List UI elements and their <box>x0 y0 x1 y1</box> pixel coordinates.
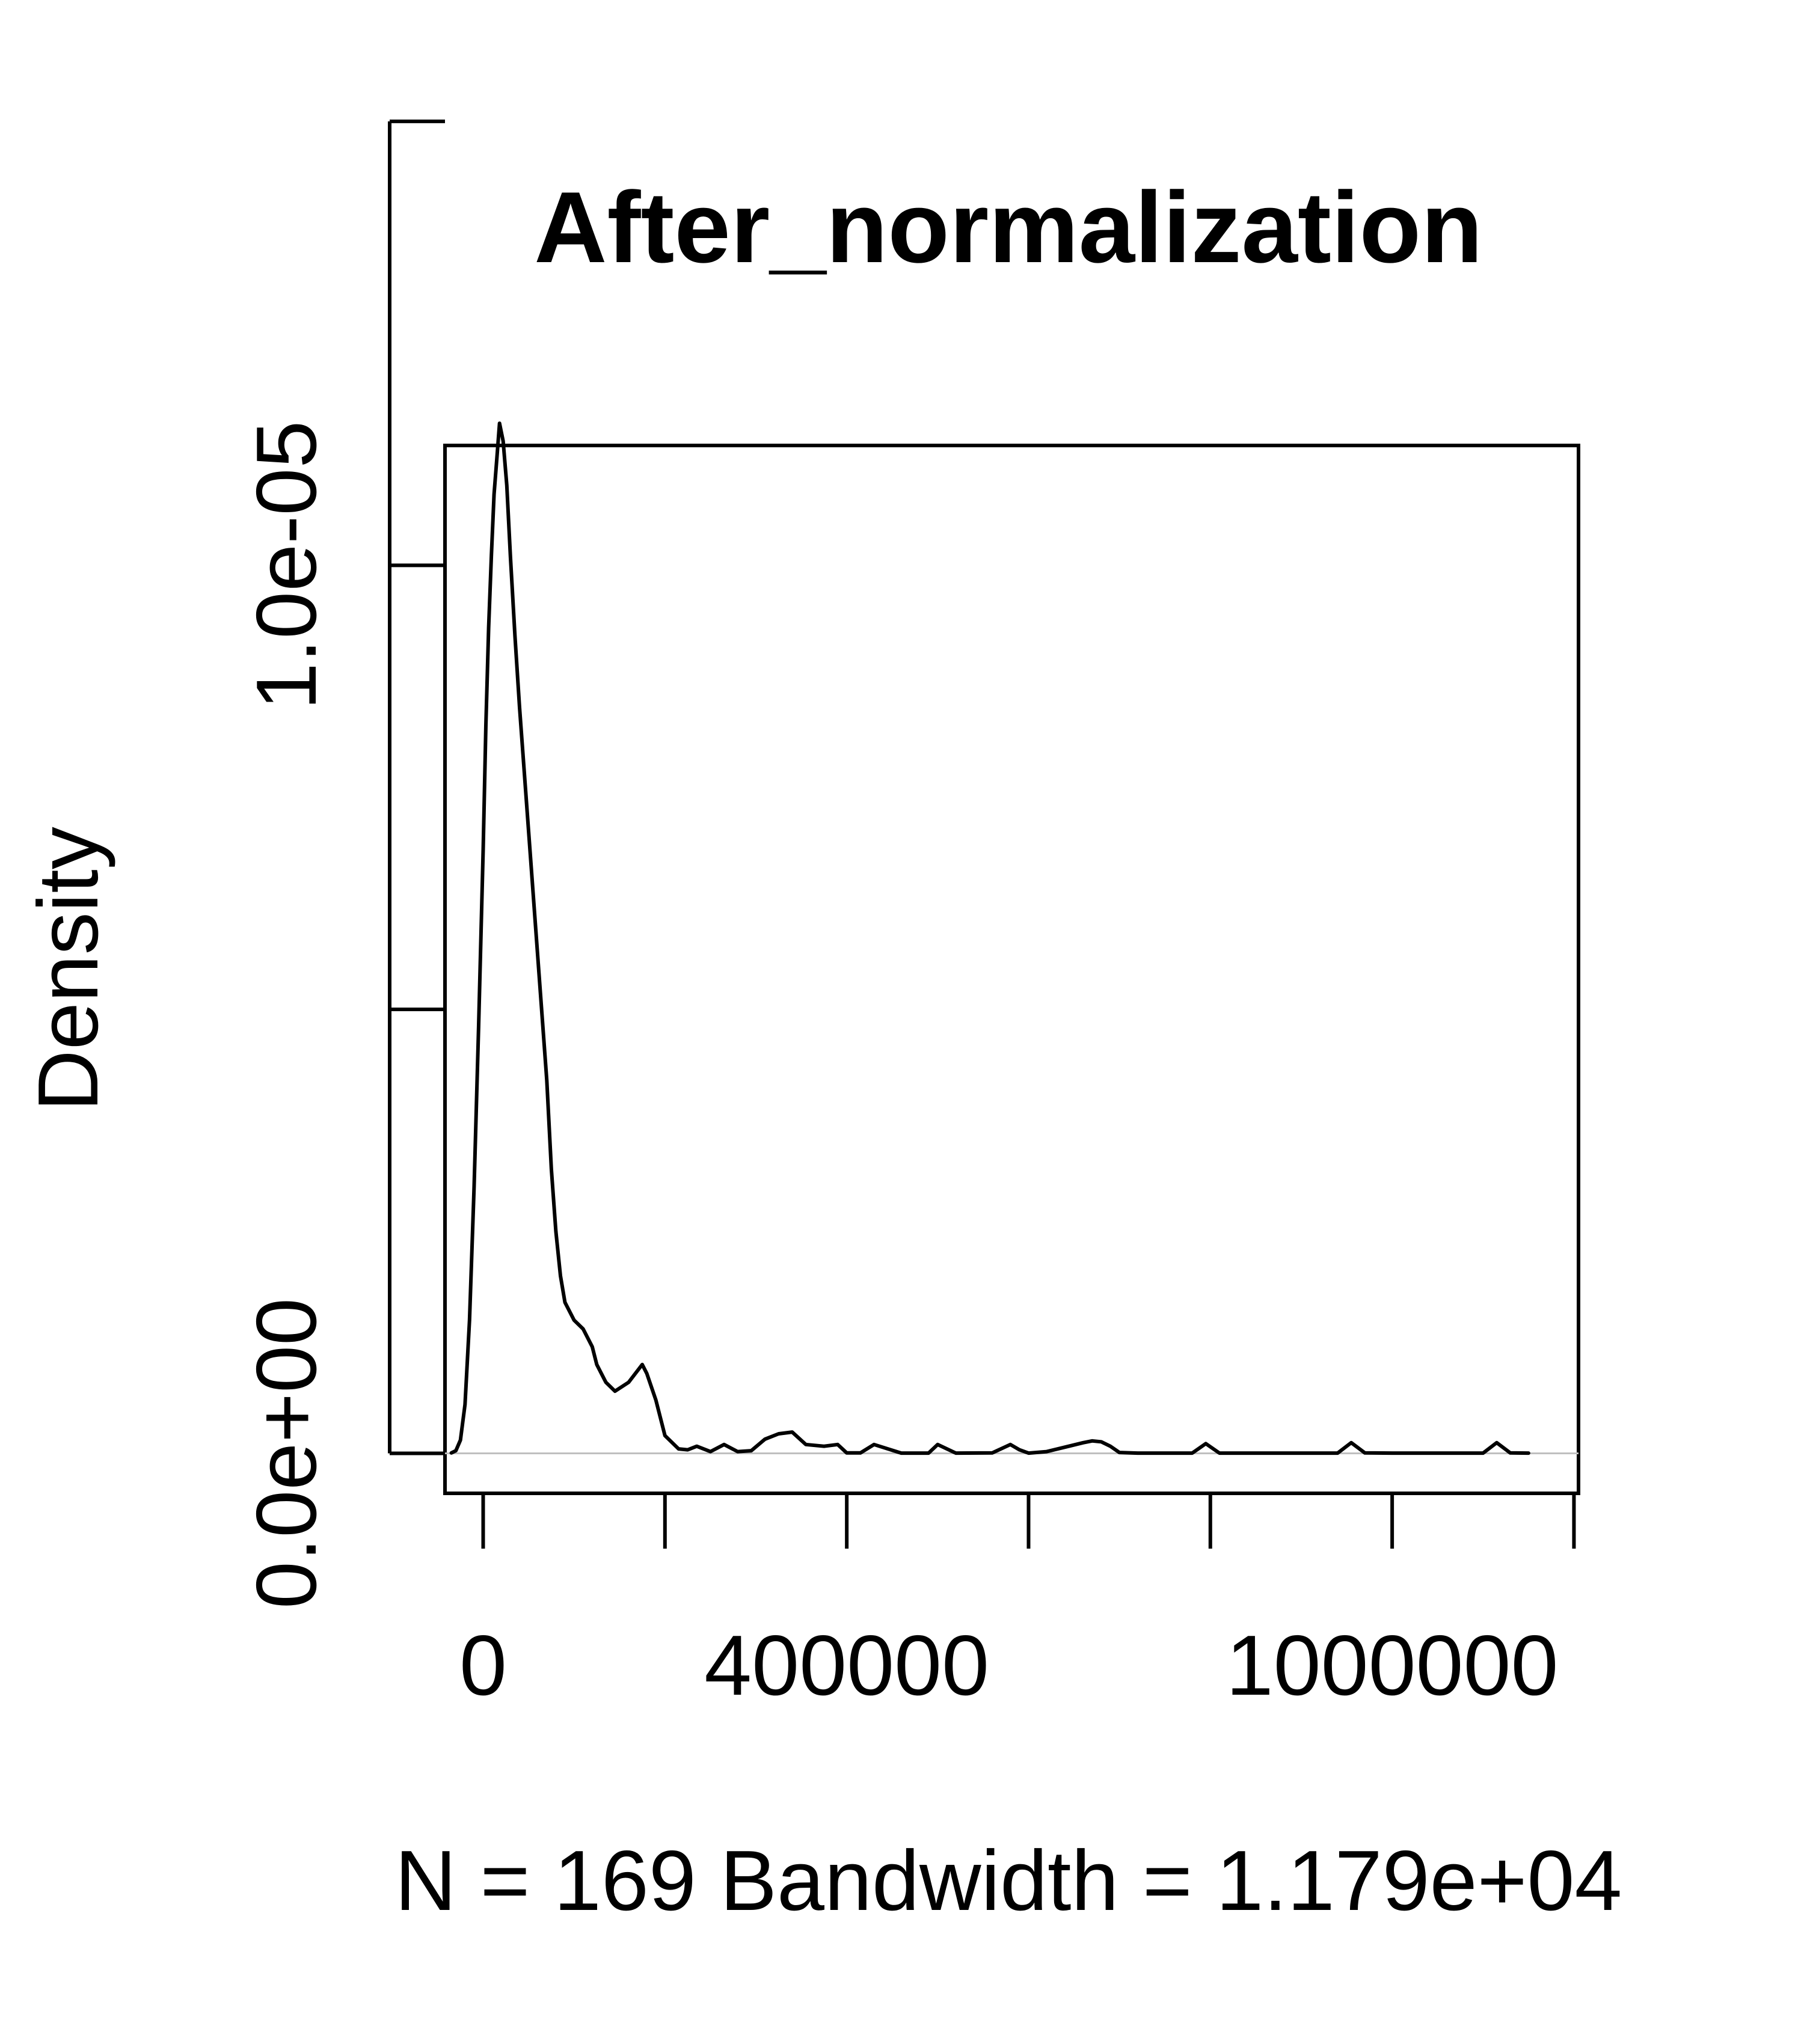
density-curve <box>449 421 1530 1455</box>
x-tick-label: 400000 <box>704 1618 989 1713</box>
y-axis: 0.0e+00 1.0e-05 <box>239 119 445 1609</box>
x-axis-label: N = 169 Bandwidth = 1.179e+04 <box>395 1833 1622 1929</box>
plot-frame <box>443 444 1580 1495</box>
x-tick-label: 1000000 <box>1226 1618 1559 1713</box>
y-tick-label: 1.0e-05 <box>239 421 334 711</box>
x-tick-label: 0 <box>459 1618 507 1713</box>
y-axis-label: Density <box>20 827 116 1112</box>
chart-title: After_normalization <box>534 171 1483 284</box>
y-tick-label: 0.0e+00 <box>239 1298 334 1609</box>
x-axis: 0 400000 1000000 <box>459 1492 1576 1713</box>
